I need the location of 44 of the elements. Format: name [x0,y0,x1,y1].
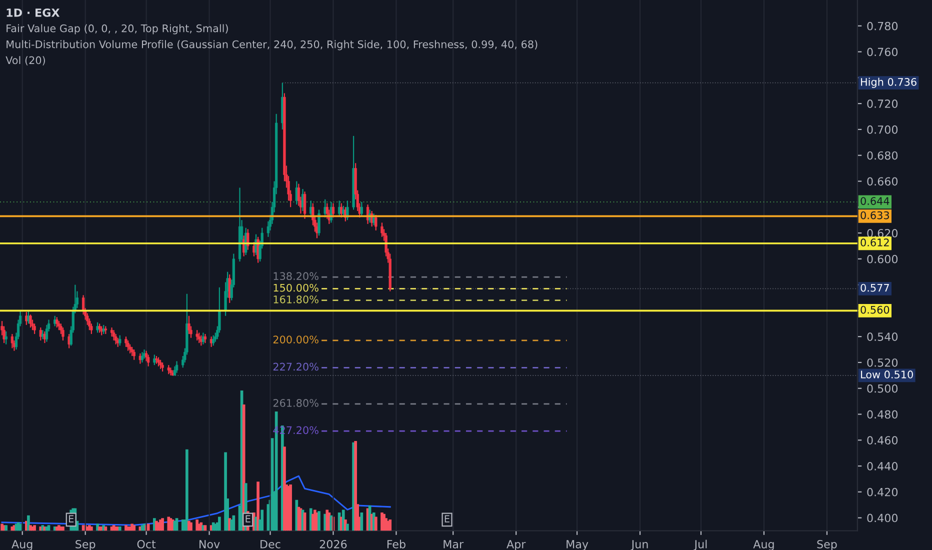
y-tick-label: 0.700 [867,125,898,134]
y-tick-label: 0.420 [867,488,898,496]
y-tick-label: 0.460 [867,436,898,445]
y-tick-label: 0.660 [867,177,898,186]
y-tick-label: 0.540 [867,332,898,341]
x-tick-label: Oct [137,540,156,548]
x-tick-label: Mar [444,540,464,548]
y-tick-label: 0.680 [867,151,898,160]
y-tick-label: 0.400 [867,514,898,522]
y-tick-label: 0.440 [867,462,898,470]
x-tick-label: Feb [387,540,406,548]
annotation: 138.20% [274,272,318,280]
ref-line-label: 0.560 [860,306,890,314]
annotation: High 0.736 [861,78,916,88]
annotation: E [444,515,450,522]
y-tick-label: 0.780 [867,22,898,30]
y-tick-label: 0.720 [867,100,898,108]
annotation: 0.577 [860,284,889,292]
x-tick-label: Nov [200,540,220,548]
y-tick-label: 0.620 [867,228,898,238]
annotation: 200.00% [273,336,318,344]
y-tick-label: 0.500 [867,384,898,393]
ref-line-label: 0.612 [860,238,889,246]
annotation: 227.20% [273,362,318,371]
y-tick-label: 0.600 [867,254,898,264]
annotation: E [246,515,250,522]
annotation: 150.00% [274,284,318,292]
annotation: 161.80% [274,295,318,304]
x-tick-label: Jul [694,540,707,550]
x-tick-label: 2026 [320,540,347,548]
annotation: Low 0.510 [861,370,913,378]
ref-line-label: 0.633 [860,211,889,220]
ref-line-label: 0.644 [860,197,890,205]
text: 1D · EGX [6,8,60,17]
x-tick-label: Dec [260,540,280,548]
annotation: E [68,515,74,522]
annotation: 261.80% [273,399,318,407]
y-tick-label: 0.760 [867,48,898,56]
annotation: Multi-Distribution Volume Profile (Gaussian Center, 240, 250, Right Side, 100, Freshness, 0.99, 40, 68) [6,40,538,50]
y-tick-label: 0.520 [867,358,898,367]
annotation: Vol (20) [6,56,45,66]
annotation: Fair Value Gap (0, 0, , 20, Top Right, Small) [6,24,228,34]
y-tick-label: 0.480 [867,410,898,419]
x-tick-label: Jun [630,540,648,550]
